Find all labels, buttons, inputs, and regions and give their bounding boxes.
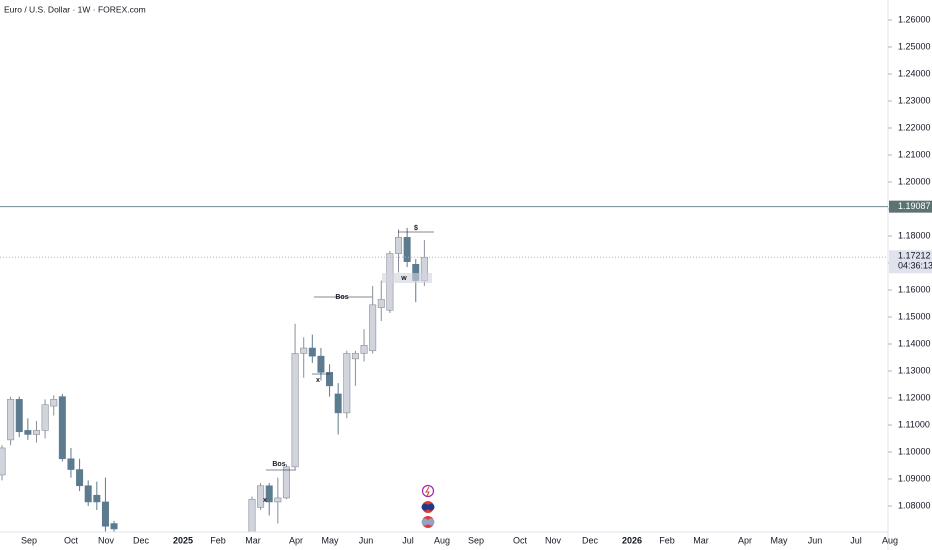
y-tick-label: 1.14000 bbox=[898, 338, 931, 348]
y-tick-label: 1.22000 bbox=[898, 122, 931, 132]
candle-body bbox=[67, 458, 75, 470]
event-icon bbox=[427, 503, 435, 511]
y-tick-label: 1.12000 bbox=[898, 392, 931, 402]
level-label-bg bbox=[889, 200, 932, 213]
annotation: $ bbox=[414, 225, 418, 232]
y-tick-label: 1.26000 bbox=[898, 14, 931, 24]
candle-body bbox=[300, 347, 308, 354]
candle-body bbox=[369, 304, 377, 352]
x-tick-label: Aug bbox=[882, 535, 898, 545]
y-tick-label: 1.10000 bbox=[898, 446, 931, 456]
x-tick-label: Oct bbox=[64, 535, 79, 545]
candle-body bbox=[395, 237, 403, 254]
annotation: Bos bbox=[335, 294, 348, 301]
y-tick-label: 1.24000 bbox=[898, 68, 931, 78]
annotation-box bbox=[382, 273, 432, 283]
x-tick-label: 2025 bbox=[173, 535, 193, 545]
x-tick-label: Apr bbox=[738, 535, 752, 545]
current-price-bg bbox=[889, 250, 932, 274]
x-tick-label: May bbox=[770, 535, 788, 545]
annotation: x bbox=[263, 497, 267, 504]
candle-body bbox=[110, 523, 118, 530]
candle-body bbox=[334, 393, 342, 414]
annotation: w bbox=[400, 275, 407, 282]
y-tick-label: 1.20000 bbox=[898, 176, 931, 186]
x-tick-label: Jul bbox=[402, 535, 414, 545]
x-tick-label: Apr bbox=[289, 535, 303, 545]
candle-body bbox=[360, 345, 368, 354]
x-tick-label: Aug bbox=[434, 535, 450, 545]
x-tick-label: 2026 bbox=[622, 535, 642, 545]
level-label: 1.19087 bbox=[898, 201, 931, 211]
candle-body bbox=[32, 430, 40, 435]
candle-body bbox=[101, 501, 109, 527]
y-tick-label: 1.11000 bbox=[898, 419, 930, 429]
y-tick-label: 1.15000 bbox=[898, 311, 931, 321]
candle-body bbox=[41, 404, 49, 431]
x-tick-label: Dec bbox=[582, 535, 599, 545]
x-tick-label: May bbox=[321, 535, 339, 545]
candle-body bbox=[15, 399, 23, 433]
candle-body bbox=[257, 485, 265, 508]
x-tick-label: Nov bbox=[545, 535, 562, 545]
y-tick-label: 1.21000 bbox=[898, 149, 931, 159]
candle-body bbox=[377, 299, 385, 308]
x-tick-label: Mar bbox=[245, 535, 261, 545]
x-tick-label: Feb bbox=[659, 535, 675, 545]
candle-body bbox=[0, 447, 6, 476]
candle-body bbox=[343, 353, 351, 414]
event-icons bbox=[421, 484, 435, 528]
candle-body bbox=[84, 485, 92, 503]
x-tick-label: Oct bbox=[513, 535, 528, 545]
candle-body bbox=[76, 469, 84, 487]
event-icon bbox=[427, 518, 435, 526]
x-tick-label: Sep bbox=[468, 535, 484, 545]
y-tick-label: 1.08000 bbox=[898, 500, 931, 510]
y-tick-label: 1.13000 bbox=[898, 365, 931, 375]
candle-body bbox=[317, 355, 325, 373]
candle-body bbox=[7, 399, 15, 441]
y-tick-label: 1.25000 bbox=[898, 41, 931, 51]
candle-body bbox=[274, 497, 282, 503]
candle-body bbox=[308, 347, 316, 357]
y-tick-label: 1.18000 bbox=[898, 230, 931, 240]
current-price-label: 1.17212 bbox=[898, 251, 931, 261]
x-tick-label: Dec bbox=[133, 535, 150, 545]
candle-body bbox=[291, 353, 299, 468]
annotation: x bbox=[316, 377, 320, 384]
event-icon-bolt bbox=[425, 486, 430, 497]
candle-body bbox=[403, 237, 411, 262]
x-tick-label: Feb bbox=[210, 535, 226, 545]
candle-body bbox=[24, 430, 32, 435]
x-tick-label: Mar bbox=[693, 535, 709, 545]
candle-body bbox=[282, 466, 290, 499]
event-icon bbox=[421, 518, 429, 526]
candle-body bbox=[93, 494, 101, 503]
candle-body bbox=[351, 353, 359, 360]
candle-body bbox=[248, 498, 256, 532]
annotation: Bos bbox=[272, 461, 285, 468]
y-tick-label: 1.09000 bbox=[898, 473, 931, 483]
candle-body bbox=[326, 372, 334, 387]
x-tick-label: Jun bbox=[808, 535, 823, 545]
x-tick-label: Nov bbox=[98, 535, 115, 545]
y-tick-label: 1.23000 bbox=[898, 95, 931, 105]
event-icon bbox=[421, 484, 435, 498]
countdown-label: 04:36:13 bbox=[898, 261, 932, 271]
candle-body bbox=[50, 399, 58, 407]
x-tick-label: Sep bbox=[21, 535, 37, 545]
plot-area bbox=[0, 227, 428, 532]
x-tick-label: Jun bbox=[359, 535, 374, 545]
event-icon bbox=[421, 503, 429, 511]
candle-body bbox=[265, 485, 273, 503]
y-tick-label: 1.16000 bbox=[898, 284, 931, 294]
x-tick-label: Jul bbox=[850, 535, 862, 545]
chart-title: Euro / U.S. Dollar · 1W · FOREX.com bbox=[4, 4, 146, 14]
candle-body bbox=[58, 396, 66, 460]
